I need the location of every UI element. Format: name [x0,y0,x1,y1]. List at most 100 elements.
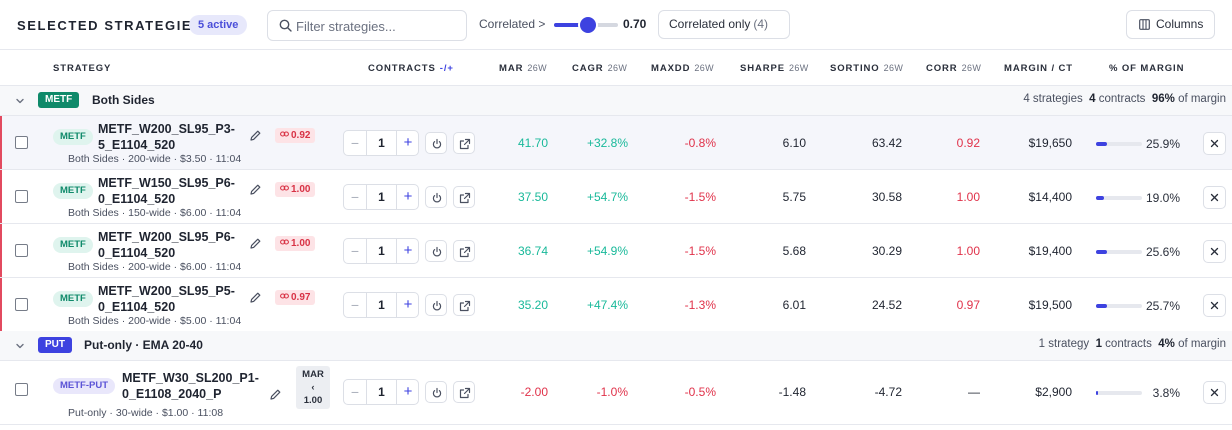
search-input[interactable] [296,17,456,35]
link-icon [280,185,289,191]
remove-row-button[interactable] [1203,381,1226,404]
open-external-button[interactable] [453,132,475,154]
contracts-quantity[interactable]: 1 [366,239,397,263]
header-margin-per-contract[interactable]: MARGIN / CT [1004,63,1074,74]
slider-thumb[interactable] [580,17,597,33]
table-row[interactable]: METF-PUT METF_W30_SL200_P1-0_E1108_2040_… [0,361,1232,425]
correlation-flag-bar [0,170,2,223]
strategy-name[interactable]: METF_W200_SL95_P5-0_E1104_520 [98,284,235,314]
table-row[interactable]: METF METF_W200_SL95_P5-0_E1104_520 Both … [0,278,1232,332]
external-link-icon [459,192,471,204]
open-external-button[interactable] [453,381,475,403]
close-icon [1210,139,1219,148]
margin-share-bar [1096,196,1142,200]
mar-threshold-badge-text: MAR [302,369,324,380]
header-contracts[interactable]: CONTRACTS -/+ [368,63,454,74]
mar-threshold-badge-text: ‹ [311,382,315,393]
header-sharpe[interactable]: SHARPE 26W [740,63,809,74]
table-row[interactable]: METF METF_W150_SL95_P6-0_E1104_520 Both … [0,170,1232,224]
chevron-down-icon[interactable] [14,95,26,107]
remove-row-button[interactable] [1203,186,1226,209]
increment-button[interactable]: + [403,296,413,313]
contracts-quantity[interactable]: 1 [366,185,397,209]
strategy-name[interactable]: METF_W150_SL95_P6-0_E1104_520 [98,176,235,206]
remove-row-button[interactable] [1203,240,1226,263]
edit-pencil-icon[interactable] [249,291,262,304]
external-link-icon [459,387,471,399]
close-icon [1210,193,1219,202]
remove-row-button[interactable] [1203,132,1226,155]
toggle-button[interactable] [425,186,447,208]
corr-value: — [968,385,980,399]
group-tag: PUT [38,337,72,353]
margin-per-contract-value: $19,650 [1028,136,1072,150]
contracts-stepper[interactable]: − 1 + [343,130,419,156]
group-header[interactable]: METF Both Sides 4 strategies 4 contracts… [0,86,1232,116]
group-header[interactable]: PUT Put-only · EMA 20-40 1 strategy 1 co… [0,331,1232,361]
increment-button[interactable]: + [403,134,413,151]
header-corr[interactable]: CORR 26W [926,63,982,74]
margin-share-bar [1096,250,1142,254]
correlated-only-button[interactable]: Correlated only (4) [658,10,790,39]
open-external-button[interactable] [453,186,475,208]
row-checkbox[interactable] [15,383,28,396]
row-checkbox[interactable] [15,298,28,311]
toggle-button[interactable] [425,294,447,316]
increment-button[interactable]: + [403,188,413,205]
toggle-button[interactable] [425,132,447,154]
margin-per-contract-value: $19,500 [1028,298,1072,312]
row-checkbox[interactable] [15,190,28,203]
cagr-value: +47.4% [586,298,628,312]
edit-pencil-icon[interactable] [249,237,262,250]
header-percent-of-margin[interactable]: % OF MARGIN [1109,63,1185,74]
row-checkbox[interactable] [15,136,28,149]
chevron-down-icon[interactable] [14,340,26,352]
header-cagr[interactable]: CAGR 26W [572,63,628,74]
sharpe-value: 6.10 [782,136,806,150]
decrement-button[interactable]: − [350,135,360,151]
search-box[interactable] [267,10,467,41]
contracts-quantity[interactable]: 1 [366,293,397,317]
decrement-button[interactable]: − [350,384,360,400]
toggle-button[interactable] [425,240,447,262]
margin-share-fill [1096,142,1107,146]
contracts-stepper[interactable]: − 1 + [343,292,419,318]
edit-pencil-icon[interactable] [269,388,282,401]
decrement-button[interactable]: − [350,243,360,259]
contracts-quantity[interactable]: 1 [366,131,397,155]
table-row[interactable]: METF METF_W200_SL95_P6-0_E1104_520 Both … [0,224,1232,278]
edit-pencil-icon[interactable] [249,129,262,142]
external-link-icon [459,138,471,150]
strategy-name[interactable]: METF_W30_SL200_P1-0_E1108_2040_P [122,371,259,401]
increment-button[interactable]: + [403,242,413,259]
contracts-stepper[interactable]: − 1 + [343,379,419,405]
columns-button[interactable]: Columns [1126,10,1215,39]
correlated-only-label: Correlated only [669,17,751,31]
header-strategy[interactable]: STRATEGY [53,63,112,74]
toggle-button[interactable] [425,381,447,403]
remove-row-button[interactable] [1203,294,1226,317]
row-checkbox[interactable] [15,244,28,257]
contracts-stepper[interactable]: − 1 + [343,238,419,264]
contracts-quantity[interactable]: 1 [366,380,397,404]
open-external-button[interactable] [453,294,475,316]
increment-button[interactable]: + [403,383,413,400]
header-sortino[interactable]: SORTINO 26W [830,63,904,74]
mar-value: 36.74 [517,244,548,258]
strategy-name[interactable]: METF_W200_SL95_P6-0_E1104_520 [98,230,235,260]
margin-share-percent: 3.8% [1152,386,1180,400]
strategy-name[interactable]: METF_W200_SL95_P3-5_E1104_520 [98,122,235,152]
correlation-slider[interactable] [554,17,618,33]
table-row[interactable]: METF METF_W200_SL95_P3-5_E1104_520 Both … [0,116,1232,170]
cagr-value: +54.7% [586,190,628,204]
edit-pencil-icon[interactable] [249,183,262,196]
open-external-button[interactable] [453,240,475,262]
header-maxdd[interactable]: MAXDD 26W [651,63,715,74]
header-mar[interactable]: MAR 26W [499,63,548,74]
cagr-value: +54.9% [586,244,628,258]
strategy-details: Both Sides · 200-wide · $3.50 · 11:04 [68,153,242,165]
contracts-stepper[interactable]: − 1 + [343,184,419,210]
margin-share-percent: 25.7% [1145,299,1180,313]
decrement-button[interactable]: − [350,189,360,205]
decrement-button[interactable]: − [350,297,360,313]
